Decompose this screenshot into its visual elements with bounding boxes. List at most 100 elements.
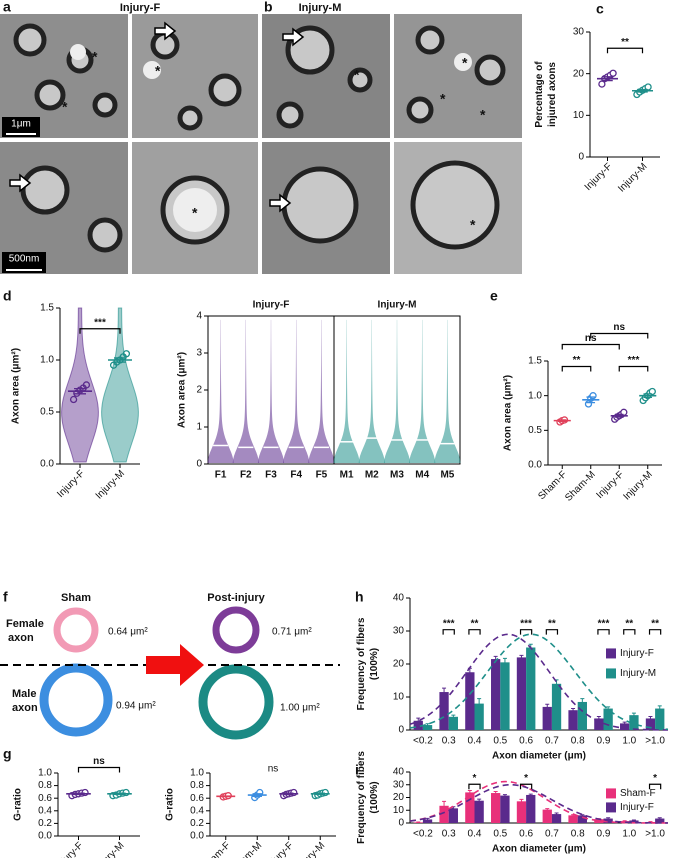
y-tick-label: 10: [393, 692, 405, 703]
x-tick-label: M3: [390, 470, 404, 481]
y-axis-title: G-ratio: [165, 788, 176, 821]
sig-bracket: [648, 783, 662, 790]
sig-bracket: [606, 47, 644, 54]
error-bar: [622, 721, 627, 725]
x-tick-label: 0.7: [545, 736, 559, 747]
x-tick-label: M5: [440, 470, 454, 481]
diagram: Sham Post-injury Female axon Male axon 0…: [0, 592, 340, 740]
sem-bar: [72, 792, 85, 796]
x-tick-label: F1: [215, 470, 227, 481]
sem-bar: [252, 793, 262, 797]
bar: [568, 815, 578, 823]
y-axis-title: Axon area (μm²): [11, 348, 22, 424]
panel-label: h: [355, 589, 364, 605]
group-title: Injury-F: [253, 300, 290, 311]
group-title: Injury-M: [378, 300, 417, 311]
em-title: Injury-M: [299, 2, 342, 14]
scale-bar-box: [2, 252, 46, 273]
y-tick-label: 0.2: [38, 818, 52, 829]
area-label: 1.00 μm²: [280, 703, 320, 714]
error-bar: [606, 706, 611, 711]
y-tick-label: 40: [393, 593, 405, 604]
vacuoles: [70, 44, 472, 232]
panel-labels: a b c d e f g h i: [3, 0, 604, 778]
bar: [439, 692, 449, 730]
y-tick-label: 0.0: [190, 831, 204, 842]
sem-bar: [614, 413, 624, 418]
em-marker: *: [440, 91, 446, 107]
bar: [577, 815, 587, 823]
error-bar: [631, 712, 636, 718]
x-tick-label: F2: [240, 470, 252, 481]
x-tick-label: 0.9: [597, 736, 611, 747]
x-tick-label: >1.0: [645, 736, 665, 747]
x-tick-label: Sham-M: [230, 840, 265, 858]
point-cloud: [283, 319, 310, 463]
scale-bar-box: [2, 117, 40, 137]
x-tick-label: Injury-M: [94, 468, 127, 501]
em-marker: *: [470, 217, 476, 233]
sig-label: *: [524, 773, 528, 784]
scale-bar-label: 1μm: [11, 119, 31, 130]
legend-swatch: [606, 802, 616, 813]
y-tick-label: 1.0: [40, 355, 54, 366]
panel-label: a: [3, 0, 11, 15]
sig-bracket: [519, 629, 533, 635]
bar: [645, 718, 656, 730]
bar: [542, 706, 552, 730]
bar: [594, 718, 604, 730]
data-point: [609, 69, 617, 77]
bar: [526, 794, 536, 823]
bar: [413, 720, 423, 730]
x-tick-label: >1.0: [645, 829, 665, 840]
scale-bar: [6, 269, 42, 271]
sig-label: ***: [94, 317, 106, 328]
sig-bracket: [77, 766, 121, 773]
sig-bracket: [79, 328, 121, 334]
area-label: 0.94 μm²: [116, 701, 156, 712]
data-point: [82, 381, 91, 389]
error-bar: [571, 708, 576, 712]
bar: [491, 659, 501, 730]
y-tick-label: 0: [398, 818, 404, 829]
panel-label: c: [596, 1, 604, 17]
ring: [212, 606, 260, 654]
row-label: axon: [8, 632, 34, 644]
x-tick-label: M1: [340, 470, 354, 481]
x-tick-label: 0.3: [442, 736, 456, 747]
point-cloud: [333, 319, 360, 463]
bar: [491, 793, 501, 823]
y-tick-label: 0: [578, 152, 584, 163]
legend-swatch: [606, 648, 616, 659]
y-tick-label: 1.0: [528, 390, 542, 401]
bar: [629, 820, 639, 823]
ring: [53, 607, 99, 653]
legend-label: Sham-F: [620, 788, 656, 799]
sem-bar: [643, 393, 653, 399]
sem-bar: [74, 387, 86, 395]
ring: [39, 663, 113, 737]
bar: [655, 708, 665, 730]
x-tick-label: 1.0: [622, 736, 636, 747]
row-label: Female: [6, 618, 44, 630]
x-tick-label: Injury-M: [616, 161, 649, 194]
bar: [448, 808, 458, 823]
x-axis-title: Axon diameter (μm): [492, 844, 586, 855]
area-label: 0.71 μm²: [272, 627, 312, 638]
row-label: Male: [12, 688, 36, 700]
x-tick-label: 1.0: [622, 829, 636, 840]
em-marker: *: [92, 49, 98, 65]
bar: [620, 723, 630, 730]
error-bar: [442, 687, 447, 697]
error-bar: [416, 717, 421, 724]
sig-label: ***: [598, 618, 610, 629]
x-tick-label: <0.2: [413, 736, 433, 747]
sig-label: ns: [93, 756, 105, 767]
y-tick-label: 0.2: [190, 818, 204, 829]
y-axis-title: Percentage of: [534, 61, 545, 128]
x-tick-label: M2: [365, 470, 379, 481]
y-tick-label: 20: [393, 792, 405, 803]
bar: [603, 708, 613, 730]
y-tick-label: 0.8: [190, 780, 204, 791]
bar: [500, 662, 510, 730]
